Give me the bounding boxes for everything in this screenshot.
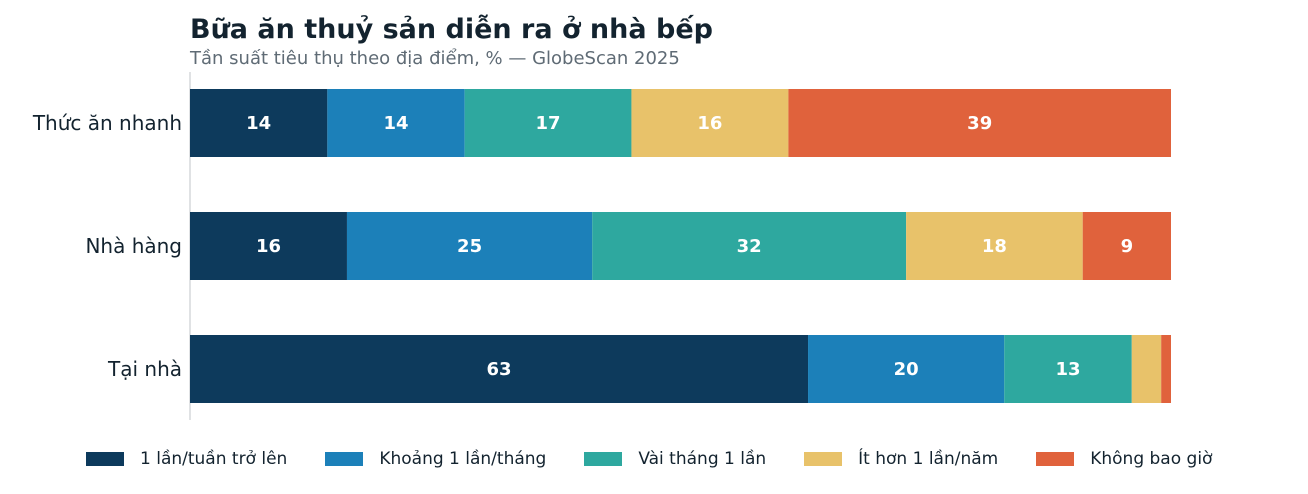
bar-segment bbox=[631, 89, 789, 157]
chart-subtitle: Tần suất tiêu thụ theo địa điểm, % — Glo… bbox=[190, 48, 680, 69]
legend-swatch bbox=[1036, 452, 1075, 466]
bar-segment bbox=[808, 335, 1005, 403]
legend-item: Vài tháng 1 lần bbox=[584, 449, 766, 469]
bar-segment bbox=[464, 89, 632, 157]
data-label: 25 bbox=[457, 236, 482, 257]
bar-segment bbox=[190, 335, 809, 403]
legend-label: Ít hơn 1 lần/năm bbox=[858, 449, 999, 469]
data-label: 17 bbox=[536, 113, 561, 134]
bar-segment bbox=[1082, 212, 1171, 280]
legend-swatch bbox=[325, 452, 364, 466]
data-label: 32 bbox=[737, 236, 762, 257]
legend-item: Ít hơn 1 lần/năm bbox=[804, 449, 998, 469]
data-label: 16 bbox=[256, 236, 281, 257]
chart-title: Bữa ăn thuỷ sản diễn ra ở nhà bếp bbox=[190, 14, 713, 45]
legend-label: 1 lần/tuần trở lên bbox=[140, 449, 288, 469]
data-label: 39 bbox=[967, 113, 992, 134]
bar-segment bbox=[788, 89, 1171, 157]
data-label: 14 bbox=[383, 113, 408, 134]
y-tick-label: Nhà hàng bbox=[85, 234, 182, 258]
bar-segment bbox=[190, 212, 347, 280]
legend-swatch bbox=[804, 452, 843, 466]
bar-segment bbox=[1131, 335, 1162, 403]
legend-swatch bbox=[86, 452, 124, 466]
legend-item: Khoảng 1 lần/tháng bbox=[325, 449, 546, 469]
data-label: 63 bbox=[486, 359, 511, 380]
data-label: 18 bbox=[982, 236, 1007, 257]
legend-label: Vài tháng 1 lần bbox=[638, 449, 767, 469]
legend-label: Khoảng 1 lần/tháng bbox=[379, 449, 547, 469]
y-tick-label: Tại nhà bbox=[107, 357, 182, 381]
data-label: 14 bbox=[246, 113, 271, 134]
data-label: 16 bbox=[697, 113, 722, 134]
y-tick-label: Thức ăn nhanh bbox=[32, 111, 182, 135]
legend-label: Không bao giờ bbox=[1090, 449, 1213, 469]
bar-segment bbox=[1004, 335, 1132, 403]
bar-segment bbox=[1161, 335, 1171, 403]
data-label: 9 bbox=[1121, 236, 1134, 257]
bar-segment bbox=[190, 89, 328, 157]
data-label: 20 bbox=[894, 359, 919, 380]
bar-segment bbox=[346, 212, 593, 280]
data-label: 13 bbox=[1055, 359, 1080, 380]
legend-item: Không bao giờ bbox=[1036, 449, 1212, 469]
stacked-bar-chart: Thức ăn nhanh 14 14 17 16 39 Nhà hàng 16 25 32 18 9… bbox=[32, 72, 1171, 420]
legend-swatch bbox=[584, 452, 623, 466]
legend-item: 1 lần/tuần trở lên bbox=[86, 449, 287, 469]
chart-legend: 1 lần/tuần trở lên Khoảng 1 lần/tháng Vài … bbox=[86, 449, 1212, 469]
bar-segment bbox=[327, 89, 465, 157]
bar-segment bbox=[592, 212, 907, 280]
bar-segment bbox=[906, 212, 1083, 280]
